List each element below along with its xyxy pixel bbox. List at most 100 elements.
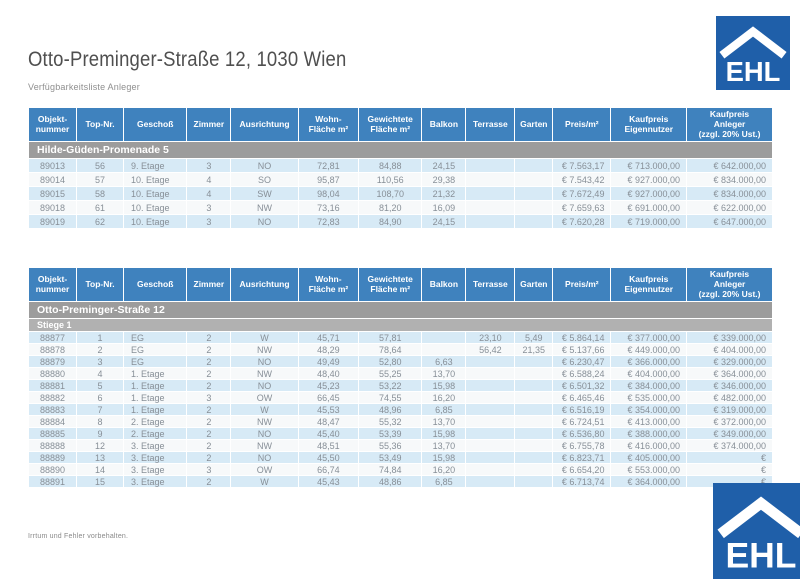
cell: OW <box>230 391 299 405</box>
table-row: 88879 3 EG 2 NO 49,49 52,80 6,63 € 6.230,47 € 366… <box>27 355 773 369</box>
cell: 21,35 <box>514 343 554 357</box>
cell: 45,43 <box>297 475 360 489</box>
cell: 2 <box>186 415 232 429</box>
logo-text: EHL <box>725 535 796 575</box>
column-header: Preis/m² <box>552 106 612 143</box>
cell: 9. Etage <box>123 158 188 174</box>
cell <box>465 463 516 477</box>
cell: 48,96 <box>358 403 423 417</box>
cell: 4 <box>186 186 232 202</box>
cell: € 927.000,00 <box>610 186 688 202</box>
cell: 9 <box>76 427 125 441</box>
cell: 81,20 <box>358 200 423 216</box>
cell: 78,64 <box>358 343 423 357</box>
cell: NO <box>230 427 299 441</box>
cell <box>465 186 516 202</box>
cell: 10. Etage <box>123 172 188 188</box>
cell <box>465 403 516 417</box>
table-row: 88877 1 EG 2 W 45,71 57,81 23,10 5,49 € 5.864,14 €… <box>27 331 773 345</box>
table-row: 89014 57 10. Etage 4 SO 95,87 110,56 29,38 € 7.5… <box>27 172 773 188</box>
cell: 2 <box>186 439 232 453</box>
cell: € 647.000,00 <box>686 214 773 230</box>
cell: 2. Etage <box>123 427 188 441</box>
cell: € 713.000,00 <box>610 158 688 174</box>
table-row: 89018 61 10. Etage 3 NW 73,16 81,20 16,09 € 7.65… <box>27 200 773 216</box>
cell: 88890 <box>27 463 78 477</box>
cell: NW <box>230 415 299 429</box>
cell: 2 <box>186 355 232 369</box>
column-header: Gewichtete Fläche m² <box>358 106 423 143</box>
cell: 13,70 <box>421 439 467 453</box>
cell <box>421 343 467 357</box>
page-title: Otto-Preminger-Straße 12, 1030 Wien <box>28 48 347 71</box>
cell: 3. Etage <box>123 451 188 465</box>
column-header: Terrasse <box>465 106 516 143</box>
cell: 66,74 <box>297 463 360 477</box>
cell: 45,40 <box>297 427 360 441</box>
cell: 61 <box>76 200 125 216</box>
cell: 5 <box>76 379 125 393</box>
cell: 55,32 <box>358 415 423 429</box>
cell: 7 <box>76 403 125 417</box>
cell: € 7.672,49 <box>552 186 612 202</box>
cell: 108,70 <box>358 186 423 202</box>
column-header: Wohn- Fläche m² <box>297 106 360 143</box>
cell <box>465 214 516 230</box>
table-header-row: Objekt- nummer Top-Nr. Geschoß Zimmer Ausric… <box>27 266 773 303</box>
cell: 2 <box>186 427 232 441</box>
cell: 88877 <box>27 331 78 345</box>
cell: 12 <box>76 439 125 453</box>
column-header: Kaufpreis Anleger (zzgl. 20% Ust.) <box>686 266 773 303</box>
cell <box>514 158 554 174</box>
cell <box>514 355 554 369</box>
cell <box>465 367 516 381</box>
cell: 48,29 <box>297 343 360 357</box>
cell <box>465 200 516 216</box>
ehl-logo: EHL <box>716 16 790 90</box>
cell: € 413.000,00 <box>610 415 688 429</box>
cell: 88880 <box>27 367 78 381</box>
column-header: Garten <box>514 106 554 143</box>
column-header: Kaufpreis Eigennutzer <box>610 266 688 303</box>
cell: 45,50 <box>297 451 360 465</box>
cell: EG <box>123 343 188 357</box>
cell: 3 <box>186 391 232 405</box>
column-header: Wohn- Fläche m² <box>297 266 360 303</box>
cell: € 346.000,00 <box>686 379 773 393</box>
cell <box>465 391 516 405</box>
cell: 84,88 <box>358 158 423 174</box>
cell: 88878 <box>27 343 78 357</box>
table-row: 88891 15 3. Etage 2 W 45,43 48,86 6,85 € 6.713,7… <box>27 475 773 489</box>
cell: 56 <box>76 158 125 174</box>
availability-table: Objekt- nummer Top-Nr. Geschoß Zimmer Ausric… <box>27 106 773 230</box>
cell: 88882 <box>27 391 78 405</box>
cell: 53,49 <box>358 451 423 465</box>
cell <box>465 172 516 188</box>
column-header: Geschoß <box>123 266 188 303</box>
cell: 24,15 <box>421 214 467 230</box>
cell: 2 <box>186 331 232 345</box>
cell: € 6.465,46 <box>552 391 612 405</box>
cell: EG <box>123 331 188 345</box>
cell: 2 <box>186 379 232 393</box>
cell: 74,55 <box>358 391 423 405</box>
cell: 6,85 <box>421 403 467 417</box>
cell: NW <box>230 439 299 453</box>
cell: 89014 <box>27 172 78 188</box>
cell: € 6.724,51 <box>552 415 612 429</box>
cell: 73,16 <box>297 200 360 216</box>
table-row: 89013 56 9. Etage 3 NO 72,81 84,88 24,15 € 7.563… <box>27 158 773 174</box>
ehl-logo: EHL <box>713 483 800 579</box>
cell: 13 <box>76 451 125 465</box>
cell: 6,63 <box>421 355 467 369</box>
subsection-title: Stiege 1 <box>28 318 773 333</box>
cell: 48,86 <box>358 475 423 489</box>
cell: 3. Etage <box>123 475 188 489</box>
cell: 3 <box>186 158 232 174</box>
house-roof-icon <box>719 26 787 59</box>
cell: 16,20 <box>421 391 467 405</box>
column-header: Terrasse <box>465 266 516 303</box>
cell: € <box>686 451 773 465</box>
cell: € 329.000,00 <box>686 355 773 369</box>
cell: 45,53 <box>297 403 360 417</box>
